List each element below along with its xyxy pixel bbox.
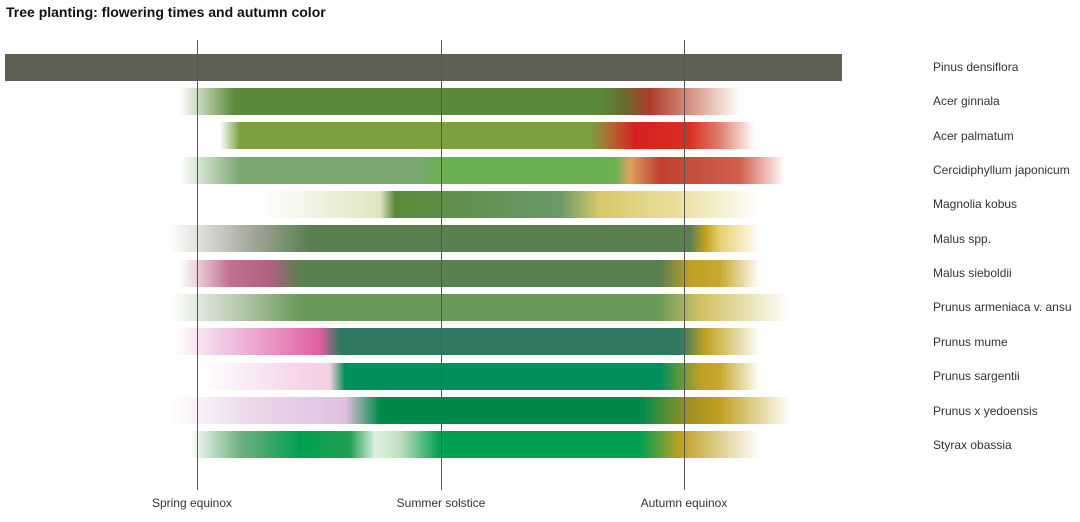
marker-label: Summer solstice [396,496,486,510]
bar [160,156,800,184]
row-label: Styrax obassia [933,437,1012,452]
bar [160,190,800,218]
marker-line [441,40,442,490]
marker-line [684,40,685,490]
row-label: Prunus armeniaca v. ansu [933,300,1072,315]
bar [160,87,800,115]
row-label: Magnolia kobus [933,197,1018,212]
bar [160,122,800,150]
row-label: Prunus mume [933,334,1008,349]
bar [160,259,800,287]
bar [5,53,842,81]
marker-line [197,40,198,490]
bar [160,225,800,253]
bar [160,362,800,390]
marker-label: Autumn equinox [640,496,728,510]
row-label: Malus sieboldii [933,266,1012,281]
bar [160,293,800,321]
row-label: Malus spp. [933,231,992,246]
marker-label: Spring equinox [151,496,233,510]
row-label: Pinus densiflora [933,60,1019,74]
title: Tree planting: flowering times and autum… [6,4,326,20]
row-label: Prunus x yedoensis [933,403,1038,418]
bar [160,328,800,356]
row-label: Prunus sargentii [933,369,1020,384]
bar [160,431,800,459]
row-label: Cercidiphyllum japonicum [933,163,1070,178]
row-label: Acer ginnala [933,94,1000,109]
row-label: Acer palmatum [933,128,1014,143]
bar [160,397,800,424]
